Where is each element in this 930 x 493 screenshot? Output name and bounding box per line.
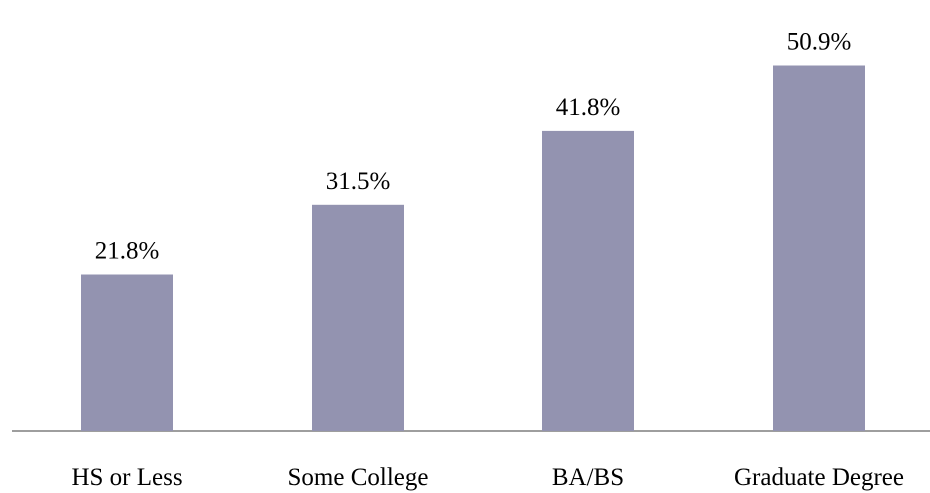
data-label-2: 41.8%	[556, 94, 621, 121]
bars-group	[81, 65, 865, 431]
category-label-2: BA/BS	[552, 464, 624, 491]
category-label-1: Some College	[288, 464, 429, 491]
data-label-3: 50.9%	[787, 29, 852, 56]
category-label-0: HS or Less	[71, 464, 182, 491]
bar-2	[542, 130, 634, 431]
data-label-1: 31.5%	[326, 168, 391, 195]
category-labels-group: HS or Less Some College BA/BS Graduate Degr…	[71, 464, 904, 491]
bar-3	[773, 65, 865, 431]
data-label-0: 21.8%	[95, 238, 160, 265]
bar-0	[81, 274, 173, 431]
category-label-3: Graduate Degree	[734, 464, 904, 491]
value-labels-group: 21.8% 31.5% 41.8% 50.9%	[95, 29, 852, 265]
bar-1	[312, 204, 404, 431]
